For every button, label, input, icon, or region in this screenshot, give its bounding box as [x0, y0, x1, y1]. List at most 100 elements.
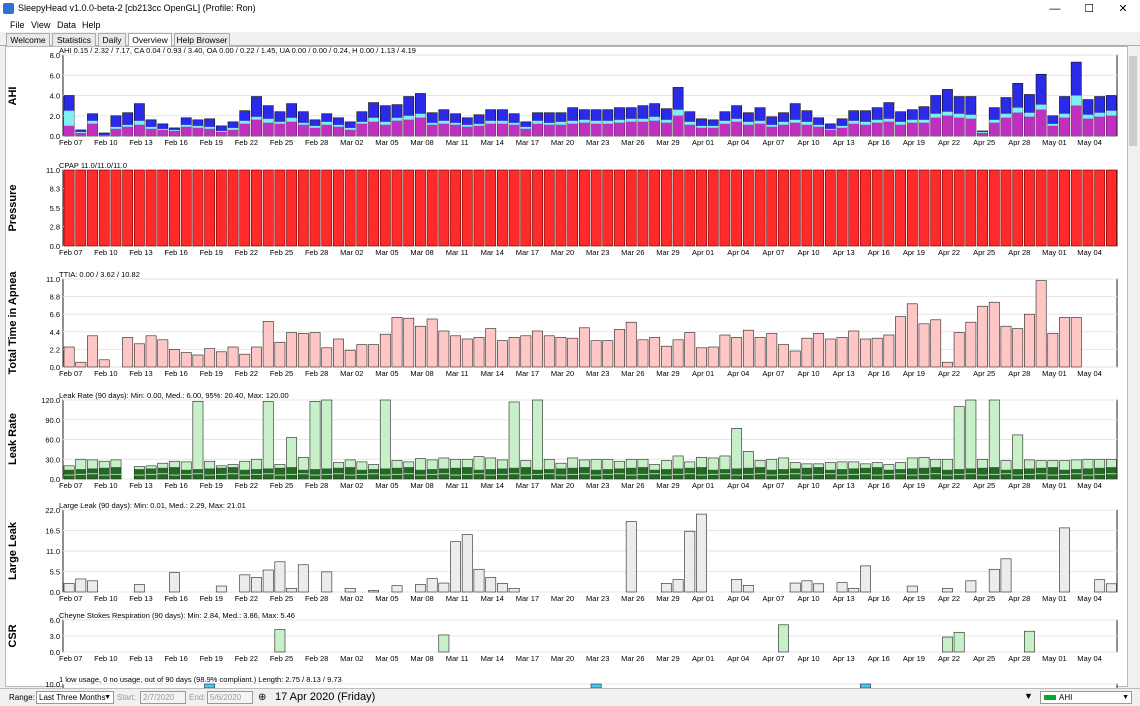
x-tick-label: Apr 28 — [1008, 248, 1030, 257]
y-tick-label: 0.0 — [50, 475, 60, 484]
scrollbar-thumb[interactable] — [1129, 56, 1137, 146]
ahi-ca-segment — [1082, 118, 1094, 136]
x-tick-label: Mar 02 — [340, 248, 363, 257]
menu-file[interactable]: File — [10, 20, 25, 30]
ahi-ca-segment — [1000, 117, 1012, 136]
menu-view[interactable]: View — [31, 20, 51, 30]
ahi-oa-segment — [450, 122, 461, 125]
range-select[interactable]: Last Three Months ▼ — [36, 691, 114, 704]
ahi-ca-segment — [602, 123, 613, 136]
pressure-bar — [274, 169, 286, 247]
close-button[interactable]: ✕ — [1118, 3, 1128, 15]
ahi-ca-segment — [661, 122, 672, 136]
x-tick-label: Apr 10 — [797, 654, 819, 663]
dropdown-arrow-icon[interactable]: ▼ — [1024, 691, 1033, 701]
leak-overlay-bar — [813, 467, 824, 479]
data-bar — [356, 344, 368, 368]
data-bar — [848, 587, 860, 593]
data-bar — [204, 348, 216, 368]
x-tick-label: Mar 08 — [410, 369, 433, 378]
data-bar — [953, 332, 965, 368]
crosshair-icon[interactable]: ⊕ — [258, 692, 267, 703]
x-tick-label: Mar 20 — [551, 369, 574, 378]
data-bar — [801, 337, 813, 368]
x-tick-label: Apr 01 — [692, 369, 714, 378]
overview-graph-area[interactable]: AHI 0.15 / 2.32 / 7.17, CA 0.04 / 0.93 /… — [5, 46, 1128, 688]
ahi-ca-segment — [907, 122, 918, 136]
leak-overlay-bar — [169, 467, 180, 479]
data-bar — [789, 350, 801, 368]
ahi-oa-segment — [696, 125, 707, 128]
menu-help[interactable]: Help — [82, 20, 101, 30]
pressure-bar — [1082, 169, 1094, 247]
ahi-oa-segment — [485, 120, 496, 124]
x-tick-label: May 04 — [1077, 654, 1102, 663]
pressure-bar — [1094, 169, 1106, 247]
ahi-ca-segment — [626, 121, 637, 136]
data-bar — [520, 335, 532, 368]
x-tick-label: Apr 22 — [938, 654, 960, 663]
x-tick-label: Apr 04 — [727, 654, 749, 663]
x-tick-label: Feb 10 — [94, 594, 117, 603]
chart-summary: Large Leak (90 days): Min: 0.01, Med.: 2… — [59, 501, 246, 510]
tab-help-browser[interactable]: Help Browser — [174, 33, 230, 46]
ahi-oa-segment — [1071, 95, 1082, 106]
leak-overlay-bar — [473, 469, 485, 479]
data-bar — [508, 401, 520, 480]
start-date-field[interactable]: 2/7/2020 — [140, 691, 186, 704]
ahi-ca-segment — [298, 124, 309, 136]
ahi-oa-segment — [263, 118, 274, 123]
data-bar — [696, 513, 707, 593]
x-tick-label: Apr 13 — [833, 369, 855, 378]
vertical-scrollbar[interactable] — [1128, 46, 1138, 687]
ahi-oa-segment — [649, 116, 660, 121]
graph-selector-value: AHI — [1059, 693, 1073, 702]
selected-date: 17 Apr 2020 (Friday) — [275, 691, 376, 703]
ahi-ca-segment — [415, 117, 426, 136]
leak-overlay-bar — [766, 469, 777, 479]
menu-data[interactable]: Data — [57, 20, 77, 30]
ahi-ca-segment — [462, 126, 473, 136]
ahi-oa-segment — [684, 121, 695, 125]
ahi-oa-segment — [977, 131, 988, 133]
x-tick-label: Mar 17 — [516, 481, 539, 490]
tab-overview[interactable]: Overview — [128, 33, 172, 47]
tab-welcome[interactable]: Welcome — [6, 33, 50, 46]
tab-daily[interactable]: Daily — [98, 33, 126, 46]
data-bar — [660, 345, 672, 368]
data-bar — [988, 568, 1000, 593]
pressure-bar — [391, 169, 403, 247]
data-bar — [660, 583, 672, 593]
ahi-oa-segment — [637, 118, 649, 122]
pressure-bar — [133, 169, 145, 247]
x-tick-label: Mar 29 — [656, 654, 679, 663]
pressure-bar — [871, 169, 883, 247]
pressure-bar — [215, 169, 227, 247]
data-bar — [450, 541, 461, 593]
tab-statistics[interactable]: Statistics — [52, 33, 96, 46]
ahi-ca-segment — [614, 122, 625, 136]
usage-bar — [860, 683, 871, 688]
x-tick-label: Apr 19 — [903, 654, 925, 663]
x-tick-label: Mar 29 — [656, 248, 679, 257]
x-tick-label: Mar 17 — [516, 594, 539, 603]
leak-overlay-bar — [661, 469, 672, 479]
end-date-field[interactable]: 5/6/2020 — [207, 691, 253, 704]
x-tick-label: Feb 13 — [129, 248, 152, 257]
ahi-oa-segment — [216, 130, 227, 132]
x-tick-label: Feb 13 — [129, 654, 152, 663]
data-bar — [461, 534, 473, 593]
minimize-button[interactable]: — — [1049, 3, 1061, 15]
x-tick-label: Mar 23 — [586, 654, 609, 663]
x-tick-label: Mar 11 — [446, 138, 469, 147]
x-tick-label: Mar 20 — [551, 594, 574, 603]
ahi-ca-segment — [532, 123, 543, 136]
ahi-oa-segment — [813, 124, 824, 127]
ahi-oa-segment — [579, 119, 590, 123]
maximize-button[interactable]: ☐ — [1084, 3, 1094, 15]
y-tick-label: 4.4 — [50, 328, 60, 337]
graph-selector[interactable]: AHI ▼ — [1040, 691, 1132, 704]
x-tick-label: Mar 05 — [375, 481, 398, 490]
ahi-ca-segment — [895, 124, 906, 136]
pressure-bar — [1024, 169, 1035, 247]
